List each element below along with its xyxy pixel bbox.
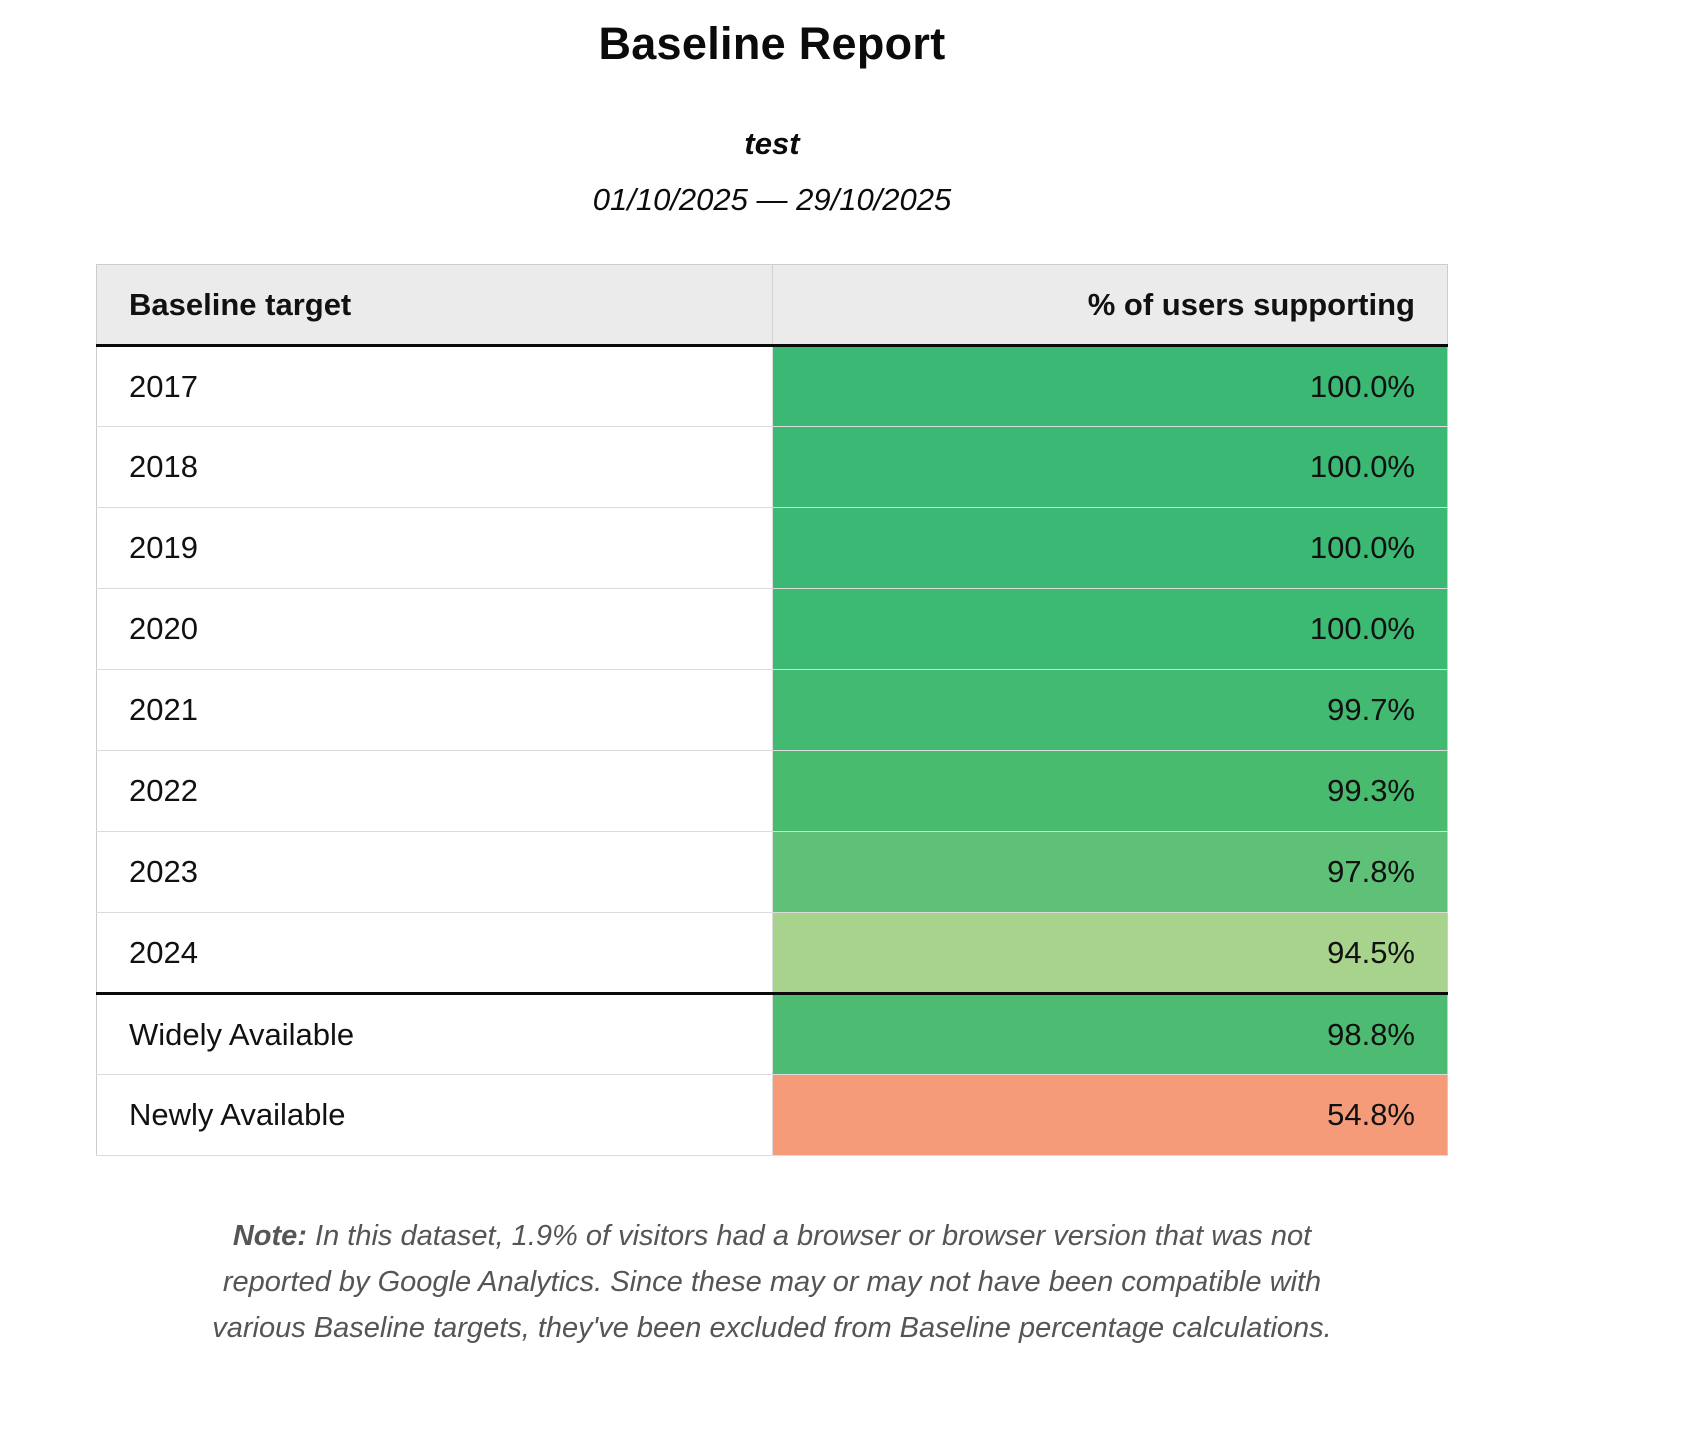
target-label: 2019 <box>96 507 773 589</box>
target-label: 2021 <box>96 669 773 751</box>
target-label: Widely Available <box>96 993 773 1075</box>
support-value: 100.0% <box>772 345 1448 427</box>
note-body: In this dataset, 1.9% of visitors had a … <box>212 1220 1332 1344</box>
target-label: 2018 <box>96 426 773 508</box>
support-value: 54.8% <box>772 1074 1448 1156</box>
support-value: 100.0% <box>772 588 1448 670</box>
header-percent-users-supporting: % of users supporting <box>772 264 1448 346</box>
table-row-newly-available: Newly Available 54.8% <box>96 1074 1448 1156</box>
report-page: Baseline Report test 01/10/2025 — 29/10/… <box>96 0 1448 1351</box>
baseline-table: Baseline target % of users supporting 20… <box>96 264 1448 1156</box>
support-value: 99.3% <box>772 750 1448 832</box>
table-row-widely-available: Widely Available 98.8% <box>96 993 1448 1075</box>
target-label: 2023 <box>96 831 773 913</box>
report-title: Baseline Report <box>598 18 946 69</box>
support-value: 100.0% <box>772 507 1448 589</box>
table-row-2024: 2024 94.5% <box>96 912 1448 994</box>
support-value: 98.8% <box>772 993 1448 1075</box>
table-row-2022: 2022 99.3% <box>96 750 1448 832</box>
target-label: 2024 <box>96 912 773 994</box>
note-label: Note: <box>232 1220 307 1252</box>
report-subtitle: test <box>744 126 800 161</box>
target-label: Newly Available <box>96 1074 773 1156</box>
support-value: 97.8% <box>772 831 1448 913</box>
table-header-row: Baseline target % of users supporting <box>96 264 1448 346</box>
target-label: 2017 <box>96 345 773 427</box>
support-value: 100.0% <box>772 426 1448 508</box>
header-baseline-target: Baseline target <box>96 264 773 346</box>
table-row-2023: 2023 97.8% <box>96 831 1448 913</box>
target-label: 2020 <box>96 588 773 670</box>
table-row-2021: 2021 99.7% <box>96 669 1448 751</box>
report-date-range: 01/10/2025 — 29/10/2025 <box>592 182 952 217</box>
table-row-2017: 2017 100.0% <box>96 345 1448 427</box>
support-value: 99.7% <box>772 669 1448 751</box>
target-label: 2022 <box>96 750 773 832</box>
table-row-2019: 2019 100.0% <box>96 507 1448 589</box>
note-text: Note: In this dataset, 1.9% of visitors … <box>182 1214 1362 1351</box>
support-value: 94.5% <box>772 912 1448 994</box>
table-row-2018: 2018 100.0% <box>96 426 1448 508</box>
table-row-2020: 2020 100.0% <box>96 588 1448 670</box>
